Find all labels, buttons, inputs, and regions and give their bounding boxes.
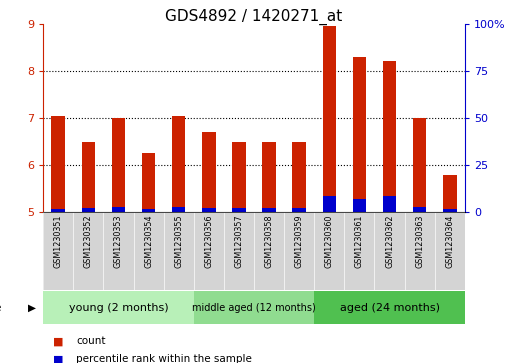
Bar bbox=[104, 212, 134, 290]
Bar bbox=[82, 208, 95, 212]
Bar bbox=[224, 212, 254, 290]
Bar bbox=[142, 209, 155, 212]
Bar bbox=[134, 212, 164, 290]
Bar bbox=[202, 208, 215, 212]
Bar bbox=[383, 196, 396, 212]
Bar bbox=[262, 208, 276, 212]
Text: GSM1230363: GSM1230363 bbox=[415, 215, 424, 268]
Bar bbox=[172, 207, 185, 212]
Bar bbox=[353, 57, 366, 212]
Bar bbox=[112, 207, 125, 212]
Text: middle aged (12 months): middle aged (12 months) bbox=[192, 303, 316, 313]
Bar bbox=[73, 212, 104, 290]
Text: age: age bbox=[0, 303, 5, 313]
Bar bbox=[202, 132, 215, 212]
Bar bbox=[142, 153, 155, 212]
Bar bbox=[314, 291, 465, 324]
Text: GSM1230356: GSM1230356 bbox=[204, 215, 213, 268]
Bar bbox=[232, 208, 246, 212]
Text: count: count bbox=[76, 336, 106, 346]
Bar bbox=[51, 115, 65, 212]
Bar bbox=[164, 212, 194, 290]
Text: ▶: ▶ bbox=[27, 303, 36, 313]
Text: young (2 months): young (2 months) bbox=[69, 303, 168, 313]
Text: GSM1230364: GSM1230364 bbox=[445, 215, 454, 268]
Bar bbox=[262, 142, 276, 212]
Bar bbox=[413, 118, 426, 212]
Text: ■: ■ bbox=[53, 336, 64, 346]
Bar bbox=[112, 118, 125, 212]
Text: GSM1230352: GSM1230352 bbox=[84, 215, 93, 268]
Text: GSM1230358: GSM1230358 bbox=[265, 215, 274, 268]
Text: GSM1230359: GSM1230359 bbox=[295, 215, 304, 268]
Bar bbox=[314, 212, 344, 290]
Bar bbox=[293, 142, 306, 212]
Text: GDS4892 / 1420271_at: GDS4892 / 1420271_at bbox=[166, 9, 342, 25]
Bar bbox=[323, 26, 336, 212]
Bar bbox=[443, 175, 457, 212]
Text: GSM1230355: GSM1230355 bbox=[174, 215, 183, 268]
Text: percentile rank within the sample: percentile rank within the sample bbox=[76, 354, 252, 363]
Bar bbox=[383, 61, 396, 212]
Bar bbox=[284, 212, 314, 290]
Bar bbox=[413, 207, 426, 212]
Bar bbox=[353, 199, 366, 212]
Bar bbox=[172, 115, 185, 212]
Text: GSM1230353: GSM1230353 bbox=[114, 215, 123, 268]
Bar bbox=[254, 212, 284, 290]
Bar bbox=[443, 209, 457, 212]
Text: GSM1230357: GSM1230357 bbox=[234, 215, 243, 268]
Bar bbox=[435, 212, 465, 290]
Bar bbox=[374, 212, 404, 290]
Text: ■: ■ bbox=[53, 354, 64, 363]
Bar bbox=[232, 142, 246, 212]
Text: GSM1230361: GSM1230361 bbox=[355, 215, 364, 268]
Bar bbox=[323, 196, 336, 212]
Bar bbox=[43, 212, 73, 290]
Text: GSM1230360: GSM1230360 bbox=[325, 215, 334, 268]
Bar bbox=[51, 209, 65, 212]
Text: GSM1230351: GSM1230351 bbox=[54, 215, 63, 268]
Bar bbox=[194, 291, 314, 324]
Text: GSM1230362: GSM1230362 bbox=[385, 215, 394, 268]
Bar bbox=[293, 208, 306, 212]
Bar bbox=[194, 212, 224, 290]
Bar bbox=[43, 291, 194, 324]
Bar bbox=[404, 212, 435, 290]
Text: aged (24 months): aged (24 months) bbox=[339, 303, 439, 313]
Bar bbox=[82, 142, 95, 212]
Text: GSM1230354: GSM1230354 bbox=[144, 215, 153, 268]
Bar bbox=[344, 212, 374, 290]
